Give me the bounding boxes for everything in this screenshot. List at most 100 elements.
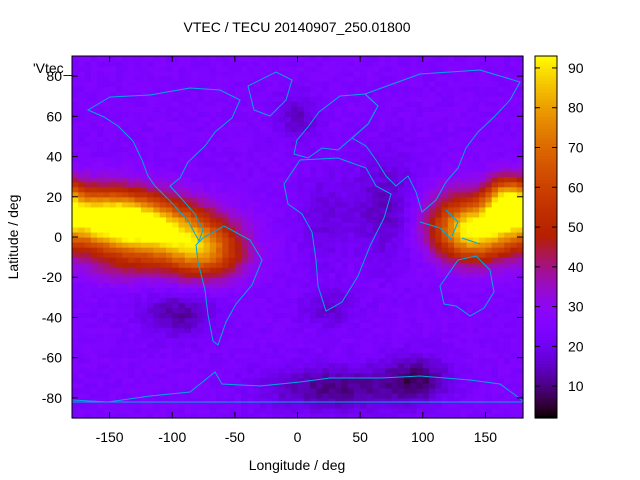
- heatmap-cell: [297, 242, 305, 248]
- heatmap-cell: [385, 61, 393, 67]
- heatmap-cell: [328, 392, 336, 399]
- heatmap-cell: [178, 81, 186, 87]
- heatmap-cell: [497, 267, 505, 273]
- heatmap-cell: [216, 282, 223, 288]
- heatmap-cell: [335, 247, 342, 253]
- heatmap-cell: [447, 201, 455, 208]
- heatmap-cell: [284, 287, 292, 293]
- heatmap-cell: [159, 307, 167, 314]
- heatmap-cell: [447, 81, 455, 87]
- heatmap-cell: [97, 377, 104, 384]
- heatmap-cell: [134, 56, 142, 62]
- heatmap-cell: [97, 191, 104, 198]
- heatmap-cell: [385, 407, 393, 414]
- heatmap-cell: [97, 171, 104, 178]
- heatmap-cell: [97, 91, 104, 97]
- heatmap-cell: [140, 106, 148, 112]
- heatmap-cell: [97, 297, 104, 303]
- heatmap-cell: [272, 332, 280, 339]
- heatmap-cell: [378, 226, 386, 233]
- heatmap-cell: [403, 272, 411, 278]
- heatmap-cell: [297, 151, 305, 158]
- heatmap-cell: [410, 262, 418, 268]
- heatmap-cell: [84, 347, 92, 354]
- heatmap-cell: [310, 387, 317, 394]
- heatmap-cell: [335, 166, 342, 173]
- heatmap-cell: [341, 402, 349, 409]
- heatmap-cell: [247, 327, 255, 334]
- heatmap-cell: [403, 412, 411, 419]
- heatmap-cell: [165, 96, 173, 102]
- heatmap-cell: [328, 176, 336, 183]
- heatmap-cell: [335, 171, 342, 178]
- heatmap-cell: [153, 126, 161, 133]
- heatmap-cell: [403, 252, 411, 258]
- heatmap-cell: [297, 342, 305, 349]
- heatmap-cell: [159, 347, 167, 354]
- heatmap-cell: [272, 292, 280, 298]
- heatmap-cell: [466, 111, 474, 117]
- heatmap-cell: [165, 111, 173, 117]
- heatmap-cell: [228, 317, 236, 324]
- heatmap-cell: [90, 367, 98, 374]
- heatmap-cell: [328, 186, 336, 193]
- heatmap-cell: [191, 206, 198, 213]
- heatmap-cell: [222, 347, 230, 354]
- heatmap-cell: [322, 247, 330, 253]
- heatmap-cell: [466, 377, 474, 384]
- heatmap-cell: [209, 186, 217, 193]
- heatmap-cell: [266, 171, 274, 178]
- heatmap-cell: [115, 317, 123, 324]
- heatmap-cell: [454, 317, 461, 324]
- heatmap-cell: [122, 116, 129, 122]
- heatmap-cell: [460, 267, 468, 273]
- heatmap-cell: [109, 211, 117, 218]
- heatmap-cell: [378, 407, 386, 414]
- heatmap-cell: [122, 272, 129, 278]
- heatmap-cell: [454, 347, 461, 354]
- heatmap-cell: [435, 126, 443, 133]
- heatmap-cell: [203, 211, 211, 218]
- heatmap-cell: [391, 86, 399, 92]
- heatmap-cell: [109, 252, 117, 258]
- heatmap-cell: [291, 242, 299, 248]
- heatmap-cell: [310, 126, 317, 133]
- heatmap-cell: [429, 136, 436, 143]
- heatmap-cell: [366, 56, 374, 62]
- heatmap-cell: [216, 362, 223, 369]
- heatmap-cell: [366, 317, 374, 324]
- heatmap-cell: [491, 342, 499, 349]
- heatmap-cell: [253, 267, 261, 273]
- heatmap-cell: [479, 66, 487, 72]
- heatmap-cell: [403, 176, 411, 183]
- heatmap-cell: [472, 221, 480, 228]
- heatmap-cell: [291, 257, 299, 263]
- heatmap-cell: [97, 352, 104, 359]
- heatmap-cell: [128, 81, 136, 87]
- heatmap-cell: [322, 176, 330, 183]
- heatmap-cell: [403, 146, 411, 153]
- heatmap-cell: [84, 247, 92, 253]
- heatmap-cell: [203, 272, 211, 278]
- heatmap-cell: [103, 322, 111, 329]
- heatmap-cell: [97, 397, 104, 404]
- heatmap-cell: [460, 76, 468, 82]
- heatmap-cell: [159, 302, 167, 308]
- heatmap-cell: [115, 201, 123, 208]
- heatmap-cell: [429, 186, 436, 193]
- heatmap-cell: [278, 377, 286, 384]
- heatmap-cell: [191, 337, 198, 344]
- heatmap-cell: [203, 342, 211, 349]
- heatmap-cell: [241, 86, 248, 92]
- heatmap-cell: [216, 226, 223, 233]
- heatmap-cell: [422, 362, 430, 369]
- heatmap-cell: [360, 226, 367, 233]
- heatmap-cell: [165, 367, 173, 374]
- heatmap-cell: [366, 282, 374, 288]
- heatmap-cell: [234, 196, 242, 203]
- heatmap-cell: [134, 171, 142, 178]
- heatmap-cell: [90, 252, 98, 258]
- heatmap-cell: [441, 292, 449, 298]
- heatmap-cell: [72, 71, 79, 77]
- heatmap-cell: [122, 231, 129, 238]
